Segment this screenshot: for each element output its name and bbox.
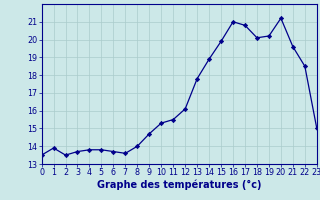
X-axis label: Graphe des températures (°c): Graphe des températures (°c) [97,180,261,190]
